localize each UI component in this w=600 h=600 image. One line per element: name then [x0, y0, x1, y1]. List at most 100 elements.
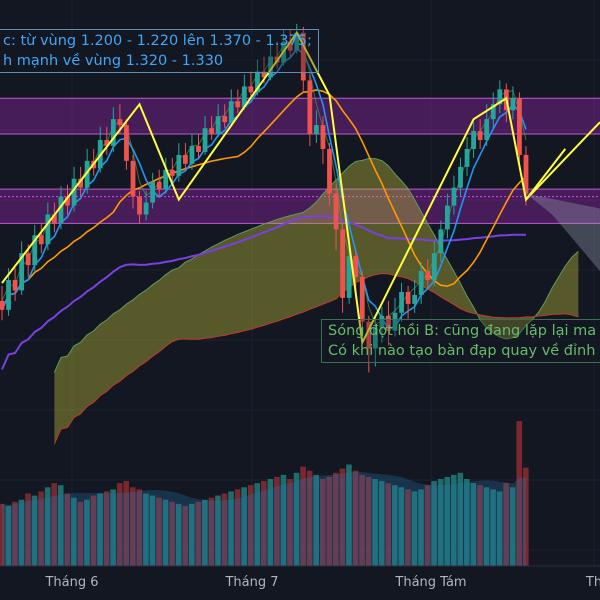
volume-bar-14 [90, 495, 97, 566]
volume-bar-3 [18, 499, 25, 566]
volume-bar-50 [326, 476, 333, 566]
candle-body-25 [163, 169, 169, 190]
volume-bar-68 [444, 476, 450, 566]
volume-bar-74 [483, 487, 490, 566]
volume-bar-15 [97, 493, 103, 566]
candle-body-1 [6, 280, 11, 310]
annotation-bottom-line-1: Sóng đợt hồi B: cũng đang lặp lại ma [328, 323, 597, 339]
volume-bar-80 [523, 467, 529, 566]
candle-body-71 [464, 148, 470, 167]
candle-body-8 [52, 214, 57, 224]
wave-path [1, 30, 567, 346]
candle-body-36 [235, 101, 241, 108]
candle-body-29 [189, 145, 195, 164]
volume-bar-49 [319, 479, 326, 566]
x-axis-label-jun: Tháng 6 [45, 575, 99, 590]
candle-body-11 [71, 178, 77, 206]
volume-bar-63 [411, 491, 418, 566]
volume-bar-19 [123, 481, 130, 566]
volume-bar-58 [378, 481, 385, 566]
candlesticks [0, 23, 529, 373]
volume-bar-78 [509, 487, 516, 566]
volume-bar-28 [182, 505, 188, 566]
candle-body-46 [300, 32, 306, 81]
annotation-bottom[interactable]: Sóng đợt hồi B: cũng đang lặp lại ma Có … [321, 319, 600, 363]
candle-body-22 [143, 202, 149, 215]
volume-bar-8 [51, 483, 57, 566]
volume-bar-38 [247, 485, 254, 566]
candle-body-31 [202, 128, 208, 152]
candle-body-70 [458, 166, 463, 188]
candle-body-80 [523, 154, 529, 194]
wave-projection [525, 121, 600, 201]
volume-bar-48 [313, 474, 319, 566]
volume-bar-76 [496, 491, 503, 566]
candle-body-78 [510, 98, 516, 111]
candle-body-51 [333, 193, 339, 230]
candle-body-7 [45, 214, 51, 245]
candle-body-56 [366, 321, 372, 349]
volume-bar-79 [516, 421, 523, 566]
volume-bar-75 [490, 489, 496, 566]
cloud-fill [54, 158, 579, 444]
annotation-top-line-2: h mạnh về vùng 1.320 - 1.330 [3, 53, 224, 69]
candle-body-37 [241, 86, 247, 108]
candle-body-20 [130, 160, 136, 197]
candle-body-0 [0, 300, 5, 310]
ma-mid-line [1, 89, 527, 311]
candle-body-61 [399, 291, 404, 313]
volume-bar-35 [228, 491, 234, 566]
volume-bar-71 [464, 479, 470, 566]
volume-bar-46 [300, 466, 306, 566]
candle-body-62 [405, 291, 411, 304]
cloud-span-a [53, 157, 579, 373]
volume-bar-26 [169, 501, 175, 566]
candle-body-33 [215, 116, 221, 135]
candle-body-72 [471, 131, 476, 149]
candle-body-48 [314, 125, 319, 135]
volume-bar-54 [352, 470, 359, 566]
volume-bar-64 [418, 489, 424, 566]
volume-bar-41 [267, 479, 274, 566]
candle-body-52 [340, 229, 345, 298]
candle-body-60 [392, 312, 398, 331]
volume-bar-33 [215, 495, 221, 566]
volume-bar-36 [234, 489, 241, 566]
volume-bar-20 [130, 487, 136, 566]
volume-bar-70 [457, 472, 464, 566]
volume-bar-45 [293, 472, 300, 566]
x-axis-label-aug: Tháng Tám [395, 575, 467, 590]
volume-bar-44 [287, 479, 293, 566]
candle-body-13 [84, 160, 90, 188]
volume-bar-30 [195, 501, 202, 566]
candle-body-4 [25, 253, 31, 266]
volume-bar-31 [202, 499, 208, 566]
volume-bar-59 [385, 483, 392, 566]
annotation-top-line-1: c: từ vùng 1.200 - 1.220 lên 1.370 - 1.3… [3, 33, 312, 49]
volume-bar-34 [221, 493, 228, 566]
candle-body-17 [110, 119, 116, 146]
candle-body-79 [517, 98, 522, 155]
candle-body-69 [451, 187, 457, 206]
candle-body-74 [484, 119, 490, 141]
volume-bar-24 [156, 497, 162, 566]
candle-body-47 [307, 80, 313, 135]
volume-bar-62 [405, 489, 411, 566]
volume-bar-51 [333, 472, 339, 566]
candle-body-50 [327, 148, 332, 194]
candle-body-24 [156, 181, 162, 190]
candle-body-57 [372, 327, 378, 349]
volume-bar-0 [0, 503, 5, 566]
volume-bar-29 [188, 503, 195, 566]
volume-bar-32 [208, 497, 215, 566]
candle-body-30 [196, 145, 201, 152]
volume-bar-16 [103, 491, 110, 566]
annotation-top[interactable]: c: từ vùng 1.200 - 1.220 lên 1.370 - 1.3… [0, 29, 319, 73]
candle-body-34 [222, 116, 228, 123]
volume-bar-37 [241, 487, 247, 566]
candle-body-76 [497, 89, 503, 105]
volume-bar-66 [431, 481, 437, 566]
volume-bar-55 [359, 474, 365, 566]
volume-bar-53 [346, 464, 352, 566]
